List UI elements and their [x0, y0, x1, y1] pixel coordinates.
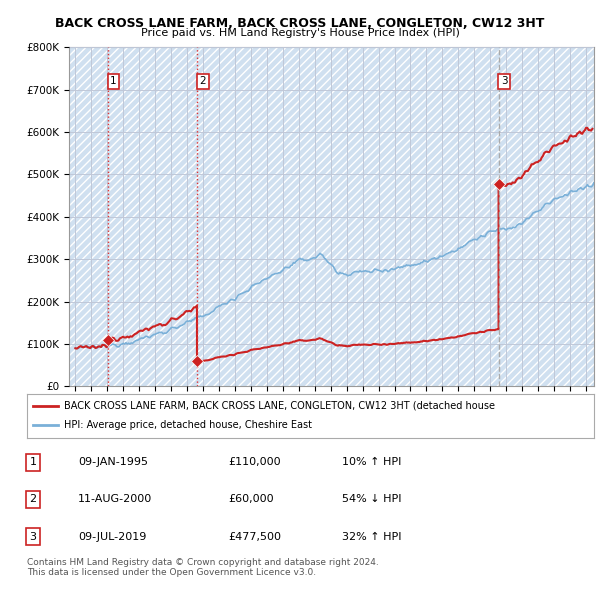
Text: 2: 2 [199, 76, 206, 86]
Text: 3: 3 [501, 76, 508, 86]
Text: £477,500: £477,500 [228, 532, 281, 542]
Text: 32% ↑ HPI: 32% ↑ HPI [342, 532, 401, 542]
Text: 09-JUL-2019: 09-JUL-2019 [78, 532, 146, 542]
Text: 10% ↑ HPI: 10% ↑ HPI [342, 457, 401, 467]
Text: BACK CROSS LANE FARM, BACK CROSS LANE, CONGLETON, CW12 3HT (detached house: BACK CROSS LANE FARM, BACK CROSS LANE, C… [64, 401, 495, 411]
Text: Contains HM Land Registry data © Crown copyright and database right 2024.
This d: Contains HM Land Registry data © Crown c… [27, 558, 379, 577]
Text: £60,000: £60,000 [228, 494, 274, 504]
Text: 54% ↓ HPI: 54% ↓ HPI [342, 494, 401, 504]
Text: 3: 3 [29, 532, 37, 542]
Text: HPI: Average price, detached house, Cheshire East: HPI: Average price, detached house, Ches… [64, 421, 312, 430]
Text: 09-JAN-1995: 09-JAN-1995 [78, 457, 148, 467]
Text: 1: 1 [29, 457, 37, 467]
Text: BACK CROSS LANE FARM, BACK CROSS LANE, CONGLETON, CW12 3HT: BACK CROSS LANE FARM, BACK CROSS LANE, C… [55, 17, 545, 30]
Text: Price paid vs. HM Land Registry's House Price Index (HPI): Price paid vs. HM Land Registry's House … [140, 28, 460, 38]
Text: 1: 1 [110, 76, 117, 86]
Text: £110,000: £110,000 [228, 457, 281, 467]
Text: 11-AUG-2000: 11-AUG-2000 [78, 494, 152, 504]
Text: 2: 2 [29, 494, 37, 504]
